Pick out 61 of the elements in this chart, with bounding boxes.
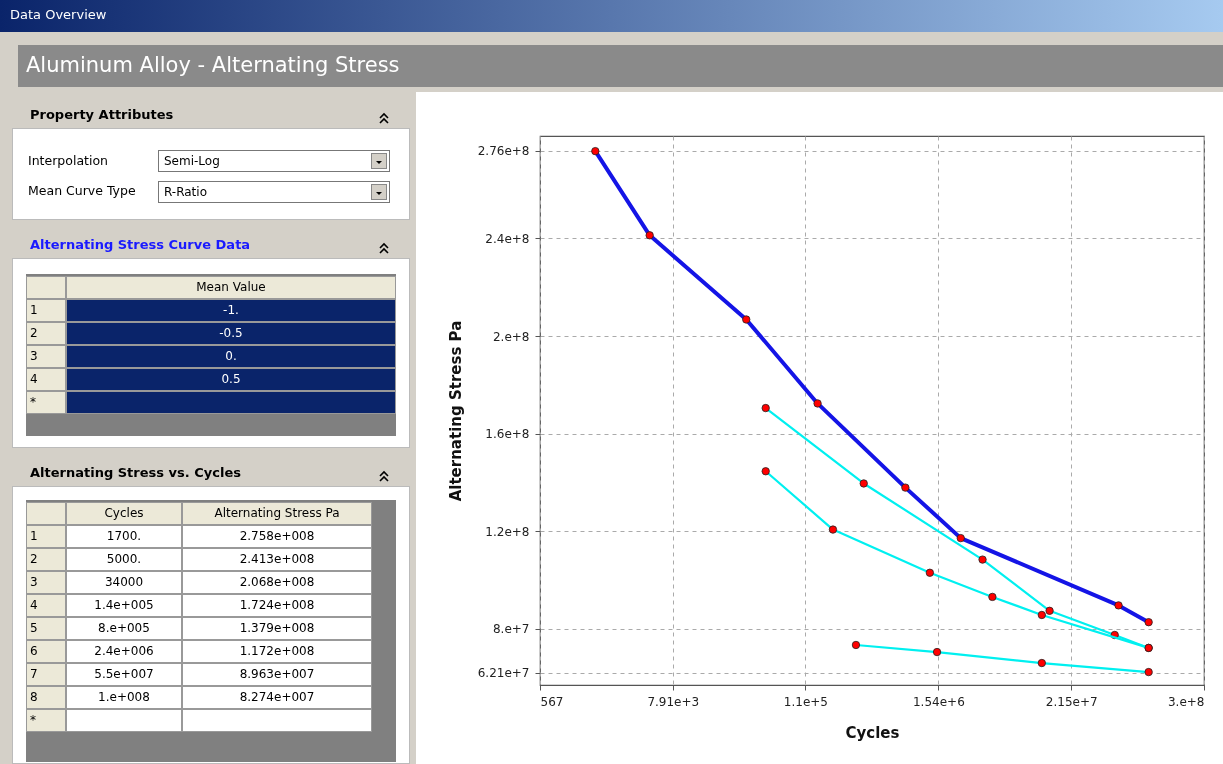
text: 8	[26, 686, 66, 709]
text: 4	[26, 594, 66, 617]
text: 2	[26, 322, 66, 345]
text: 2.4e+006	[66, 640, 182, 663]
y-tick-label: 1.6e+8	[485, 427, 530, 442]
text: 0.	[66, 345, 396, 368]
text: 1.4e+005	[66, 594, 182, 617]
y-tick-label: 6.21e+7	[477, 666, 530, 681]
text: 1.724e+008	[182, 594, 372, 617]
text: 3	[26, 571, 66, 594]
x-tick-label: 7.91e+3	[647, 694, 700, 709]
x-tick-label: 2.15e+7	[1045, 694, 1098, 709]
text: 6	[26, 640, 66, 663]
text: 1.e+008	[66, 686, 182, 709]
x-tick-label: 3.e+8	[1167, 694, 1205, 709]
y-tick-label: 2.e+8	[492, 329, 530, 344]
text: 2.068e+008	[182, 571, 372, 594]
text: 5	[26, 617, 66, 640]
text: 7	[26, 663, 66, 686]
text: 1.172e+008	[182, 640, 372, 663]
y-tick-label: 1.2e+8	[485, 524, 530, 539]
text: 0.5	[66, 368, 396, 391]
text: 1700.	[66, 525, 182, 548]
x-axis-title: Cycles	[845, 723, 900, 742]
text: 8.e+005	[66, 617, 182, 640]
text: 1.379e+008	[182, 617, 372, 640]
text: 5000.	[66, 548, 182, 571]
text: 1	[26, 299, 66, 322]
text: -1.	[66, 299, 396, 322]
text: 2.758e+008	[182, 525, 372, 548]
text: *	[26, 391, 66, 414]
x-tick-label: 1.54e+6	[912, 694, 965, 709]
text: Mean Value	[66, 276, 396, 299]
text: 1	[26, 525, 66, 548]
text: Interpolation	[28, 153, 108, 168]
text: 5.5e+007	[66, 663, 182, 686]
text: 3	[26, 345, 66, 368]
text: Property Attributes	[12, 102, 412, 128]
text: -0.5	[66, 322, 396, 345]
text: R-Ratio	[158, 181, 390, 203]
text: 8.274e+007	[182, 686, 372, 709]
text: Mean Curve Type	[28, 183, 136, 198]
text: *	[26, 709, 66, 732]
text: Semi-Log	[158, 150, 390, 172]
y-tick-label: 2.4e+8	[485, 231, 530, 246]
text: Alternating Stress Curve Data	[12, 232, 412, 258]
text: Alternating Stress vs. Cycles	[12, 460, 412, 486]
text: Aluminum Alloy - Alternating Stress	[18, 45, 1223, 87]
text: Data Overview	[0, 0, 1223, 32]
y-tick-label: 2.76e+8	[477, 144, 530, 159]
x-tick-label: 567	[540, 694, 564, 709]
text: Cycles	[66, 502, 182, 525]
text: 8.963e+007	[182, 663, 372, 686]
text: 34000	[66, 571, 182, 594]
text: 2.413e+008	[182, 548, 372, 571]
x-tick-label: 1.1e+5	[783, 694, 828, 709]
text: Alternating Stress Pa	[182, 502, 372, 525]
text: 4	[26, 368, 66, 391]
text: 2	[26, 548, 66, 571]
y-tick-label: 8.e+7	[492, 622, 530, 637]
y-axis-title: Alternating Stress Pa	[446, 320, 465, 502]
